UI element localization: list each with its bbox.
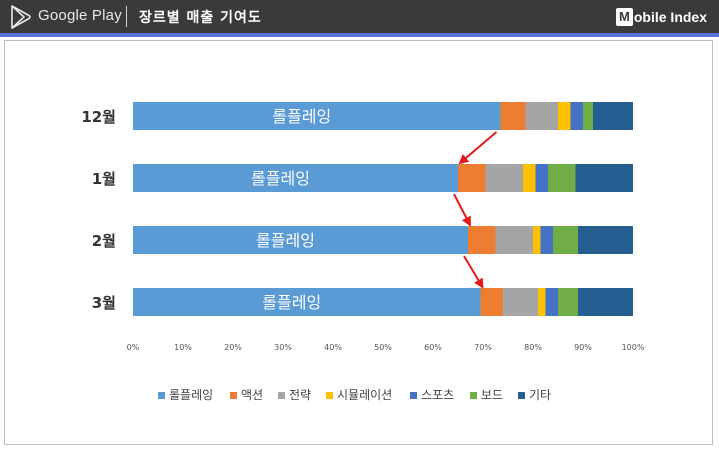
- legend-swatch-7: [518, 392, 525, 399]
- legend-swatch-4: [326, 392, 333, 399]
- legend-label-5: 스포츠: [421, 388, 454, 402]
- header-divider: [126, 6, 127, 27]
- legend-label-6: 보드: [481, 388, 503, 402]
- bar-segment-1-row-2: [133, 164, 458, 192]
- legend-swatch-1: [158, 392, 165, 399]
- page-title: 장르별 매출 기여도: [139, 10, 262, 26]
- bar-segment-2-row-3: [468, 226, 496, 254]
- category-label-4: 3월: [92, 294, 116, 312]
- legend-label-7: 기타: [529, 388, 551, 402]
- x-tick-label-10: 100%: [622, 343, 645, 352]
- bar-segment-3-row-3: [495, 226, 533, 254]
- bar-segment-5-row-4: [545, 288, 558, 316]
- category-label-3: 2월: [92, 232, 116, 250]
- legend-label-3: 전략: [289, 388, 311, 402]
- category-label-1: 12월: [81, 108, 116, 126]
- legend-label-4: 시뮬레이션: [337, 388, 392, 402]
- bar-segment-4-row-2: [523, 164, 536, 192]
- legend-label-1: 롤플레잉: [169, 388, 213, 402]
- bar-segment-7-row-3: [578, 226, 633, 254]
- legend-swatch-3: [278, 392, 285, 399]
- x-tick-label-8: 80%: [524, 343, 542, 352]
- bar-label-row-1: 롤플레잉: [272, 107, 331, 126]
- bar-segment-3-row-1: [525, 102, 558, 130]
- bar-label-row-3: 롤플레잉: [256, 231, 315, 250]
- bar-segment-7-row-1: [593, 102, 633, 130]
- legend-swatch-6: [470, 392, 477, 399]
- bar-segment-5-row-2: [535, 164, 548, 192]
- bar-segment-1-row-4: [133, 288, 481, 316]
- bar-segment-7-row-2: [575, 164, 633, 192]
- bar-segment-6-row-3: [553, 226, 578, 254]
- bar-label-row-4: 롤플레잉: [262, 293, 321, 312]
- legend-swatch-5: [410, 392, 417, 399]
- x-tick-label-0: 0%: [127, 343, 140, 352]
- header-accent-line: [0, 33, 719, 37]
- bar-segment-6-row-1: [583, 102, 593, 130]
- brand-name: Google Play: [38, 7, 122, 24]
- bar-segment-4-row-4: [538, 288, 546, 316]
- x-tick-label-2: 20%: [224, 343, 242, 352]
- google-play-icon: [11, 5, 31, 29]
- x-tick-label-1: 10%: [174, 343, 192, 352]
- bar-segment-2-row-2: [458, 164, 486, 192]
- bar-segment-1-row-3: [133, 226, 468, 254]
- bar-segment-7-row-4: [578, 288, 633, 316]
- trend-arrow-1: [458, 131, 498, 165]
- x-tick-label-4: 40%: [324, 343, 342, 352]
- x-tick-label-9: 90%: [574, 343, 592, 352]
- legend-swatch-2: [230, 392, 237, 399]
- logo-mark: M: [616, 8, 633, 26]
- bar-segment-6-row-2: [548, 164, 576, 192]
- x-tick-label-7: 70%: [474, 343, 492, 352]
- bar-segment-1-row-1: [133, 102, 501, 130]
- trend-arrow-3: [463, 255, 484, 289]
- trend-arrow-2: [453, 193, 471, 227]
- logo-text: obile Index: [633, 9, 707, 25]
- x-tick-label-6: 60%: [424, 343, 442, 352]
- x-tick-label-3: 30%: [274, 343, 292, 352]
- category-label-2: 1월: [92, 170, 116, 188]
- bar-segment-3-row-2: [485, 164, 523, 192]
- legend-label-2: 액션: [241, 388, 263, 402]
- bar-segment-2-row-4: [480, 288, 503, 316]
- x-tick-label-5: 50%: [374, 343, 392, 352]
- bar-segment-5-row-1: [570, 102, 583, 130]
- mobile-index-logo: M obile Index: [616, 7, 707, 27]
- bar-segment-5-row-3: [540, 226, 553, 254]
- bar-segment-3-row-4: [503, 288, 538, 316]
- bar-segment-4-row-1: [558, 102, 571, 130]
- app-header: Google Play 장르별 매출 기여도 M obile Index: [0, 0, 719, 33]
- bar-segment-2-row-1: [500, 102, 526, 130]
- bar-label-row-2: 롤플레잉: [251, 169, 310, 188]
- bar-segment-4-row-3: [533, 226, 541, 254]
- bar-segment-6-row-4: [558, 288, 578, 316]
